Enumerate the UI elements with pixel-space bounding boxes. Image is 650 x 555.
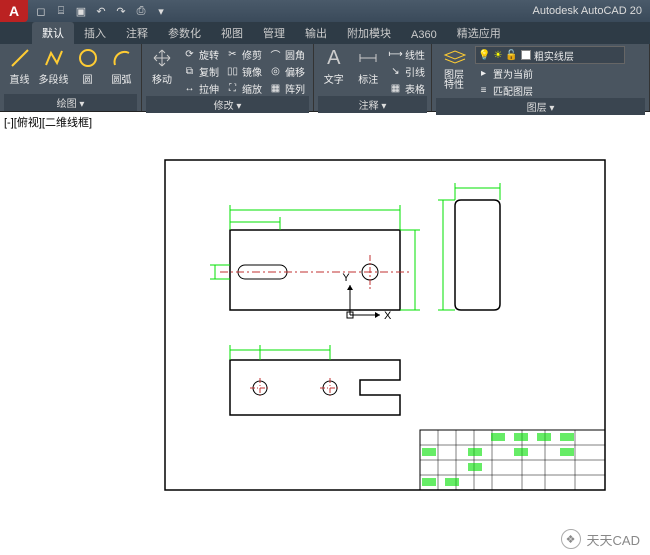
panel-modify: 移动 ⟳旋转 ⧉复制 ↔拉伸 ✂修剪 ▯▯镜像 ⛶缩放 ⌒圆角 ◎偏移 ▦阵列 … — [142, 44, 314, 111]
panel-draw-title[interactable]: 绘图 ▾ — [4, 94, 137, 111]
watermark-icon: ❖ — [561, 529, 581, 549]
panel-annotation: A文字 标注 ⟼线性 ↘引线 ▦表格 注释 ▾ — [314, 44, 432, 111]
circle-icon — [76, 46, 100, 70]
tab-addins[interactable]: 附加模块 — [337, 22, 401, 44]
text-button[interactable]: A文字 — [318, 46, 350, 96]
svg-text:Y: Y — [342, 272, 350, 284]
stretch-icon: ↔ — [183, 82, 196, 95]
line-label: 直线 — [10, 71, 30, 86]
matchlayer-button[interactable]: ≡匹配图层 — [475, 82, 535, 98]
qat-new-icon[interactable]: ◻ — [34, 4, 48, 18]
tab-output[interactable]: 输出 — [295, 22, 337, 44]
offset-icon: ◎ — [269, 65, 282, 78]
ribbon: 直线 多段线 圆 圆弧 绘图 ▾ 移动 ⟳旋转 ⧉复制 ↔拉伸 ✂修剪 ▯▯镜像… — [0, 44, 650, 112]
mirror-icon: ▯▯ — [226, 65, 239, 78]
rotate-button[interactable]: ⟳旋转 — [181, 46, 221, 62]
circle-button[interactable]: 圆 — [72, 46, 103, 94]
qat-redo-icon[interactable]: ↷ — [114, 4, 128, 18]
watermark: ❖ 天天CAD — [561, 529, 640, 549]
layer-name: 粗实线层 — [534, 48, 574, 63]
title-bar: A ◻ ⌸ ▣ ↶ ↷ ⎙ ▾ Autodesk AutoCAD 20 — [0, 0, 650, 22]
linear-button[interactable]: ⟼线性 — [387, 46, 427, 62]
move-icon — [150, 46, 174, 70]
tab-default[interactable]: 默认 — [32, 22, 74, 44]
move-label: 移动 — [152, 71, 172, 86]
makecurrent-button[interactable]: ▸置为当前 — [475, 65, 535, 81]
scale-button[interactable]: ⛶缩放 — [224, 80, 264, 96]
offset-button[interactable]: ◎偏移 — [267, 63, 307, 79]
arc-icon — [110, 46, 134, 70]
dim-button[interactable]: 标注 — [353, 46, 385, 96]
sun-icon: ☀ — [493, 50, 502, 61]
drawing-svg: XY — [0, 130, 650, 525]
array-button[interactable]: ▦阵列 — [267, 80, 307, 96]
layer-dropdown[interactable]: 💡 ☀ 🔓 粗实线层 — [475, 46, 625, 64]
tab-annotate[interactable]: 注释 — [116, 22, 158, 44]
rotate-icon: ⟳ — [183, 48, 196, 61]
qat-dropdown-icon[interactable]: ▾ — [154, 4, 168, 18]
polyline-icon — [42, 46, 66, 70]
circle-label: 圆 — [83, 71, 93, 86]
layerprop-label: 图层 特性 — [444, 71, 464, 91]
fillet-button[interactable]: ⌒圆角 — [267, 46, 307, 62]
line-button[interactable]: 直线 — [4, 46, 35, 94]
ribbon-tabs: 默认 插入 注释 参数化 视图 管理 输出 附加模块 A360 精选应用 — [0, 22, 650, 44]
panel-layers: 图层 特性 💡 ☀ 🔓 粗实线层 ▸置为当前 ≡匹配图层 图层 ▾ — [432, 44, 650, 111]
layerprop-icon — [442, 46, 466, 70]
stretch-button[interactable]: ↔拉伸 — [181, 80, 221, 96]
scale-icon: ⛶ — [226, 82, 239, 95]
polyline-label: 多段线 — [39, 71, 69, 86]
makecurrent-icon: ▸ — [477, 67, 490, 80]
leader-icon: ↘ — [389, 65, 402, 78]
qat-open-icon[interactable]: ⌸ — [54, 4, 68, 18]
svg-text:X: X — [384, 310, 392, 322]
line-icon — [8, 46, 32, 70]
tab-insert[interactable]: 插入 — [74, 22, 116, 44]
app-logo[interactable]: A — [0, 0, 28, 22]
text-icon: A — [322, 46, 346, 70]
bulb-icon: 💡 — [478, 50, 490, 61]
tab-featured[interactable]: 精选应用 — [447, 22, 511, 44]
array-icon: ▦ — [269, 82, 282, 95]
text-label: 文字 — [324, 71, 344, 86]
lock-icon: 🔓 — [505, 50, 517, 61]
panel-layers-title[interactable]: 图层 ▾ — [436, 98, 645, 115]
table-button[interactable]: ▦表格 — [387, 80, 427, 96]
copy-button[interactable]: ⧉复制 — [181, 63, 221, 79]
move-button[interactable]: 移动 — [146, 46, 178, 96]
arc-label: 圆弧 — [112, 71, 132, 86]
drawing-canvas[interactable]: XY — [0, 130, 650, 525]
dim-icon — [356, 46, 380, 70]
tab-a360[interactable]: A360 — [401, 26, 447, 44]
app-title: Autodesk AutoCAD 20 — [533, 5, 642, 17]
linear-icon: ⟼ — [389, 48, 402, 61]
layer-color-swatch — [521, 50, 531, 60]
viewport-label[interactable]: [-][俯视][二维线框] — [0, 112, 650, 132]
arc-button[interactable]: 圆弧 — [106, 46, 137, 94]
tab-manage[interactable]: 管理 — [253, 22, 295, 44]
panel-draw: 直线 多段线 圆 圆弧 绘图 ▾ — [0, 44, 142, 111]
layerprop-button[interactable]: 图层 特性 — [436, 46, 472, 98]
mirror-button[interactable]: ▯▯镜像 — [224, 63, 264, 79]
fillet-icon: ⌒ — [269, 48, 282, 61]
qat-plot-icon[interactable]: ⎙ — [134, 4, 148, 18]
dim-label: 标注 — [358, 71, 378, 86]
watermark-text: 天天CAD — [587, 530, 640, 549]
qat-undo-icon[interactable]: ↶ — [94, 4, 108, 18]
qat-save-icon[interactable]: ▣ — [74, 4, 88, 18]
tab-parametric[interactable]: 参数化 — [158, 22, 211, 44]
trim-button[interactable]: ✂修剪 — [224, 46, 264, 62]
copy-icon: ⧉ — [183, 65, 196, 78]
panel-annotation-title[interactable]: 注释 ▾ — [318, 96, 427, 113]
polyline-button[interactable]: 多段线 — [38, 46, 69, 94]
leader-button[interactable]: ↘引线 — [387, 63, 427, 79]
quick-access-toolbar: ◻ ⌸ ▣ ↶ ↷ ⎙ ▾ — [34, 4, 168, 18]
table-icon: ▦ — [389, 82, 402, 95]
tab-view[interactable]: 视图 — [211, 22, 253, 44]
matchlayer-icon: ≡ — [477, 84, 490, 97]
trim-icon: ✂ — [226, 48, 239, 61]
panel-modify-title[interactable]: 修改 ▾ — [146, 96, 309, 113]
